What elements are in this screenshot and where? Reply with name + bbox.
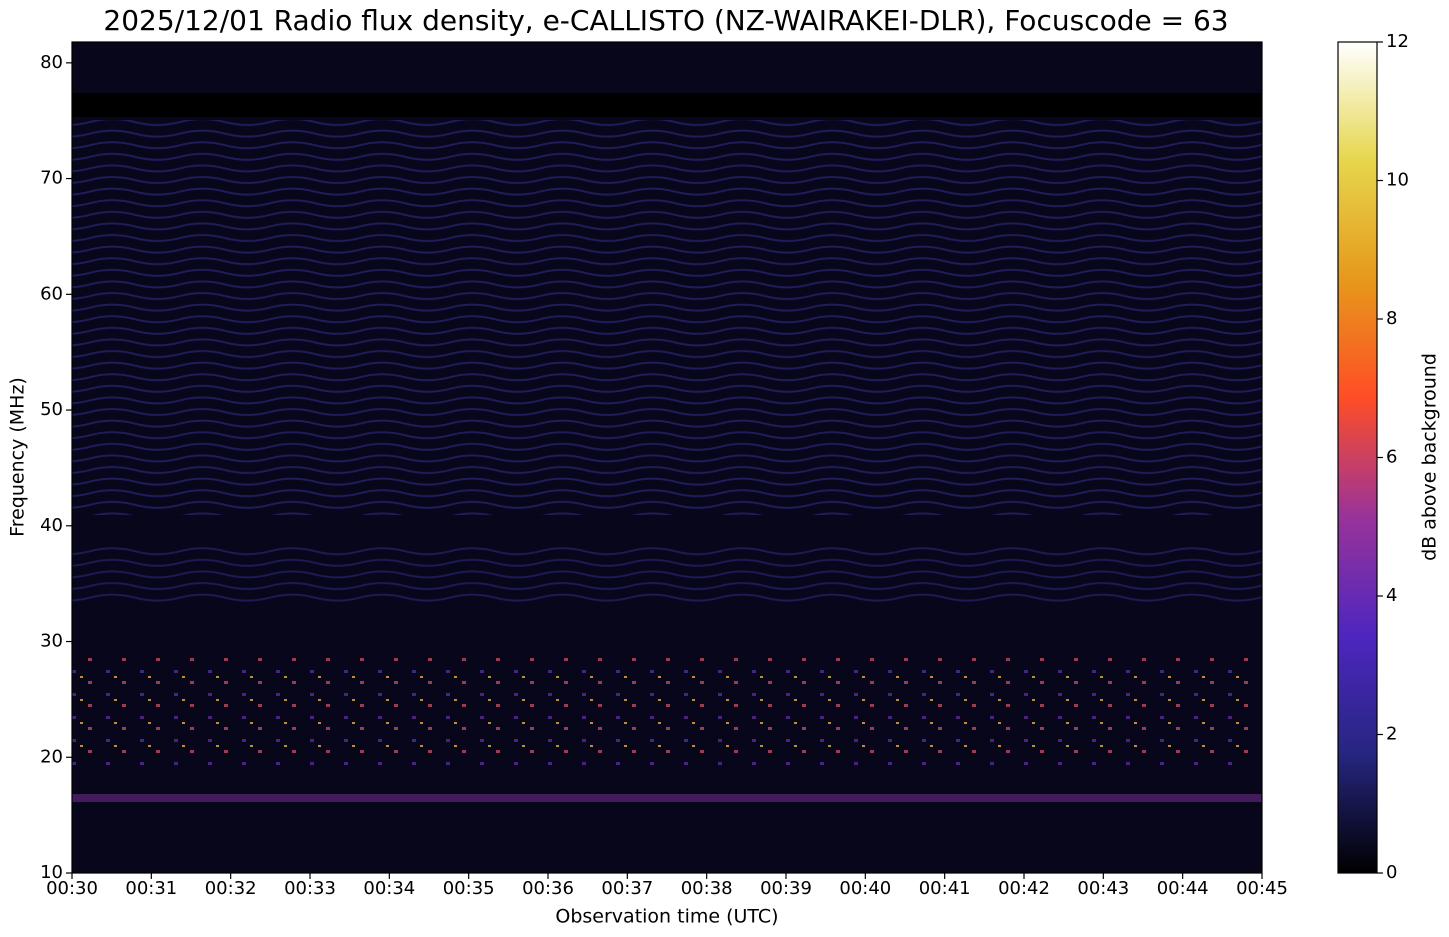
plot-frame <box>71 41 1263 874</box>
x-tick-label: 00:30 <box>46 878 98 899</box>
x-tick-label: 00:45 <box>1236 878 1288 899</box>
colorbar-tick-label: 8 <box>1386 308 1397 329</box>
colorbar-label: dB above background <box>1419 353 1441 561</box>
x-tick-label: 00:44 <box>1157 878 1209 899</box>
spectrogram-texture <box>72 794 1262 802</box>
plot-area <box>71 41 1263 874</box>
x-tick-label: 00:37 <box>601 878 653 899</box>
x-tick-label: 00:36 <box>522 878 574 899</box>
x-tick-label: 00:32 <box>205 878 257 899</box>
x-tick-label: 00:42 <box>998 878 1050 899</box>
y-tick-label: 30 <box>40 631 63 652</box>
x-tick-label: 00:38 <box>681 878 733 899</box>
y-tick-label: 60 <box>40 283 63 304</box>
x-tick-label: 00:35 <box>443 878 495 899</box>
spectrogram-texture <box>72 93 1262 117</box>
x-tick-label: 00:41 <box>919 878 971 899</box>
colorbar-tick-label: 10 <box>1386 170 1409 191</box>
colorbar-tick-label: 2 <box>1386 724 1397 745</box>
y-tick-label: 10 <box>40 862 63 883</box>
x-tick-label: 00:40 <box>839 878 891 899</box>
y-tick-label: 70 <box>40 168 63 189</box>
colorbar-tick-label: 4 <box>1386 585 1397 606</box>
x-tick-label: 00:33 <box>284 878 336 899</box>
x-tick-label: 00:31 <box>125 878 177 899</box>
chart-title: 2025/12/01 Radio flux density, e-CALLIST… <box>103 4 1228 37</box>
spectrogram-texture <box>72 655 1262 765</box>
colorbar-tick-label: 12 <box>1386 31 1409 52</box>
spectrogram-texture <box>72 545 1262 605</box>
colorbar-tick-label: 0 <box>1386 862 1397 883</box>
x-tick-label: 00:39 <box>760 878 812 899</box>
spectrogram-texture <box>72 120 1262 515</box>
y-tick-label: 20 <box>40 746 63 767</box>
x-axis-label: Observation time (UTC) <box>555 906 778 928</box>
y-tick-label: 40 <box>40 515 63 536</box>
colorbar <box>1337 41 1378 874</box>
y-tick-label: 80 <box>40 52 63 73</box>
colorbar-tick-label: 6 <box>1386 447 1397 468</box>
y-axis-label: Frequency (MHz) <box>7 377 29 537</box>
x-tick-label: 00:34 <box>363 878 415 899</box>
y-tick-label: 50 <box>40 399 63 420</box>
x-tick-label: 00:43 <box>1077 878 1129 899</box>
